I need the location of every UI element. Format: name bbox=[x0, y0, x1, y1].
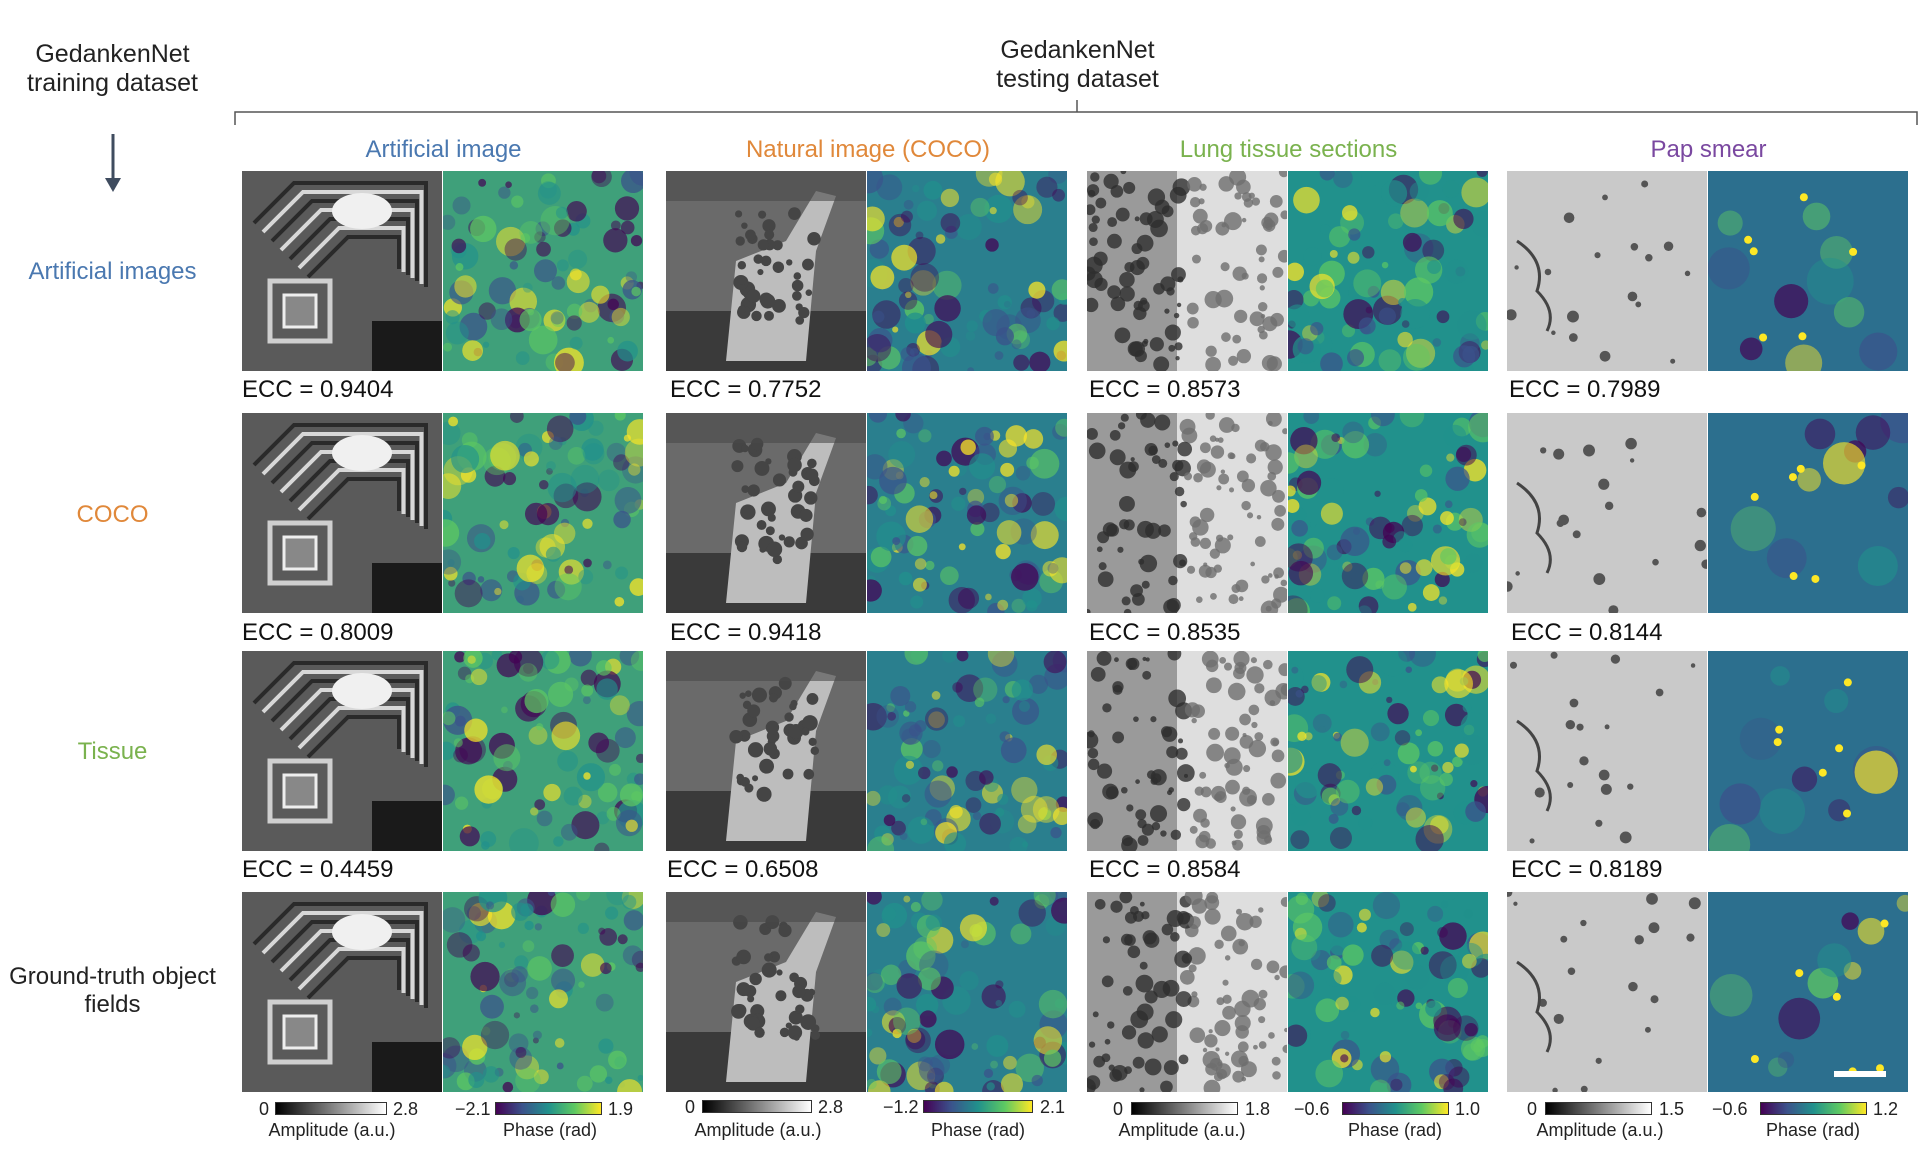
phase-image-r1-c1 bbox=[867, 413, 1067, 613]
row-label-tissue: Tissue bbox=[77, 738, 148, 765]
ecc-r2-c3: ECC = 0.8189 bbox=[1511, 856, 1663, 883]
amp-min-c3: 0 bbox=[1527, 1099, 1538, 1119]
phase-max-c2: 1.0 bbox=[1455, 1099, 1481, 1119]
amplitude-image-r1-c2 bbox=[1087, 413, 1287, 613]
phase-label-c0: Phase (rad) bbox=[502, 1120, 598, 1140]
ecc-r1-c2: ECC = 0.8535 bbox=[1089, 619, 1241, 646]
column-header-pap: Pap smear bbox=[1650, 136, 1767, 163]
amplitude-image-r0-c0 bbox=[242, 171, 442, 371]
phase-min-c1: −1.2 bbox=[883, 1097, 919, 1117]
phase-image-r3-c0 bbox=[443, 892, 643, 1092]
amplitude-image-r1-c1 bbox=[666, 413, 866, 613]
amp-max-c1: 2.8 bbox=[818, 1097, 844, 1117]
phase-colorbar-c1 bbox=[923, 1100, 1033, 1113]
phase-image-r0-c1 bbox=[867, 171, 1067, 371]
ecc-r1-c0: ECC = 0.8009 bbox=[242, 619, 394, 646]
phase-label-c2: Phase (rad) bbox=[1347, 1120, 1443, 1140]
ecc-r1-c3: ECC = 0.8144 bbox=[1511, 619, 1663, 646]
phase-image-r3-c3 bbox=[1708, 892, 1908, 1092]
amplitude-colorbar-c3 bbox=[1545, 1102, 1652, 1115]
amplitude-image-r2-c2 bbox=[1087, 651, 1287, 851]
phase-image-r3-c2 bbox=[1288, 892, 1488, 1092]
phase-image-r3-c1 bbox=[867, 892, 1067, 1092]
ecc-r0-c1: ECC = 0.7752 bbox=[670, 376, 822, 403]
phase-image-r2-c0 bbox=[443, 651, 643, 851]
amp-min-c2: 0 bbox=[1113, 1099, 1124, 1119]
phase-min-c3: −0.6 bbox=[1712, 1099, 1748, 1119]
testing-bracket bbox=[234, 100, 1918, 125]
amplitude-image-r2-c1 bbox=[666, 651, 866, 851]
row-label-artificial: Artificial images bbox=[28, 258, 197, 285]
amplitude-image-r2-c3 bbox=[1507, 651, 1707, 851]
amp-label-c1: Amplitude (a.u.) bbox=[694, 1120, 822, 1140]
amp-min-c1: 0 bbox=[685, 1097, 696, 1117]
amplitude-image-r0-c1 bbox=[666, 171, 866, 371]
amplitude-colorbar-c0 bbox=[275, 1102, 387, 1115]
phase-min-c0: −2.1 bbox=[455, 1099, 491, 1119]
amplitude-image-r2-c0 bbox=[242, 651, 442, 851]
phase-image-r2-c2 bbox=[1288, 651, 1488, 851]
ecc-r0-c2: ECC = 0.8573 bbox=[1089, 376, 1241, 403]
phase-max-c3: 1.2 bbox=[1873, 1099, 1899, 1119]
training-dataset-title: GedankenNet training dataset bbox=[27, 40, 198, 97]
ecc-r2-c2: ECC = 0.8584 bbox=[1089, 856, 1241, 883]
amp-min-c0: 0 bbox=[259, 1099, 270, 1119]
amplitude-image-r3-c1 bbox=[666, 892, 866, 1092]
amplitude-image-r3-c2 bbox=[1087, 892, 1287, 1092]
amplitude-image-r3-c3 bbox=[1507, 892, 1707, 1092]
testing-dataset-title: GedankenNet testing dataset bbox=[996, 36, 1159, 93]
down-arrow-icon bbox=[105, 134, 121, 192]
amp-label-c0: Amplitude (a.u.) bbox=[268, 1120, 396, 1140]
phase-image-r1-c3 bbox=[1708, 413, 1908, 613]
phase-image-r0-c3 bbox=[1708, 171, 1908, 371]
amp-max-c2: 1.8 bbox=[1245, 1099, 1271, 1119]
amplitude-image-r3-c0 bbox=[242, 892, 442, 1092]
phase-image-r1-c0 bbox=[443, 413, 643, 613]
amplitude-image-r0-c2 bbox=[1087, 171, 1287, 371]
ecc-r0-c3: ECC = 0.7989 bbox=[1509, 376, 1661, 403]
ecc-r1-c1: ECC = 0.9418 bbox=[670, 619, 822, 646]
phase-image-r2-c1 bbox=[867, 651, 1067, 851]
amplitude-colorbar-c2 bbox=[1131, 1102, 1238, 1115]
phase-image-r0-c2 bbox=[1288, 171, 1488, 371]
row-label-ground-truth: Ground-truth object fields bbox=[9, 963, 216, 1018]
ecc-r0-c0: ECC = 0.9404 bbox=[242, 376, 394, 403]
amp-label-c3: Amplitude (a.u.) bbox=[1536, 1120, 1664, 1140]
ecc-r2-c1: ECC = 0.6508 bbox=[667, 856, 819, 883]
amplitude-colorbar-c1 bbox=[702, 1100, 812, 1113]
phase-max-c1: 2.1 bbox=[1040, 1097, 1066, 1117]
ecc-r2-c0: ECC = 0.4459 bbox=[242, 856, 394, 883]
column-header-artificial: Artificial image bbox=[365, 136, 522, 163]
column-header-coco: Natural image (COCO) bbox=[745, 136, 991, 163]
phase-label-c3: Phase (rad) bbox=[1765, 1120, 1861, 1140]
phase-colorbar-c0 bbox=[495, 1102, 602, 1115]
amplitude-image-r1-c3 bbox=[1507, 413, 1707, 613]
phase-image-r2-c3 bbox=[1708, 651, 1908, 851]
row-label-coco: COCO bbox=[76, 501, 149, 528]
amp-label-c2: Amplitude (a.u.) bbox=[1118, 1120, 1246, 1140]
amp-max-c0: 2.8 bbox=[393, 1099, 419, 1119]
phase-colorbar-c3 bbox=[1760, 1102, 1867, 1115]
amp-max-c3: 1.5 bbox=[1659, 1099, 1685, 1119]
phase-image-r1-c2 bbox=[1288, 413, 1488, 613]
phase-max-c0: 1.9 bbox=[608, 1099, 634, 1119]
amplitude-image-r1-c0 bbox=[242, 413, 442, 613]
phase-label-c1: Phase (rad) bbox=[930, 1120, 1026, 1140]
phase-min-c2: −0.6 bbox=[1294, 1099, 1330, 1119]
scale-bar bbox=[1834, 1071, 1886, 1077]
amplitude-image-r0-c3 bbox=[1507, 171, 1707, 371]
phase-image-r0-c0 bbox=[443, 171, 643, 371]
column-header-lung: Lung tissue sections bbox=[1179, 136, 1398, 163]
phase-colorbar-c2 bbox=[1342, 1102, 1449, 1115]
